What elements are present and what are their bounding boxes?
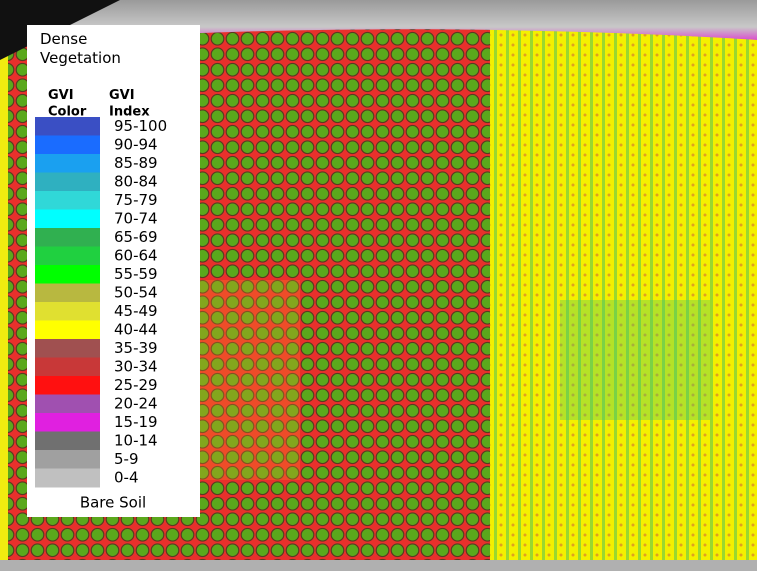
legend-label: 30-34 (114, 357, 158, 375)
legend-label: 55-59 (114, 265, 158, 283)
legend-swatch (35, 469, 100, 488)
legend-label: 5-9 (114, 450, 139, 468)
legend-swatch (35, 376, 100, 395)
legend-label: 95-100 (114, 117, 167, 135)
legend-swatch (35, 358, 100, 377)
legend-label: 25-29 (114, 376, 158, 394)
vegetation-map: DenseVegetation GVIColor GVIIndex Bare S… (0, 0, 757, 571)
legend-label: 20-24 (114, 394, 158, 412)
legend-swatch (35, 450, 100, 469)
legend-swatch (35, 339, 100, 358)
legend-label: 60-64 (114, 246, 158, 264)
legend-label: 45-49 (114, 302, 158, 320)
legend-swatch (35, 191, 100, 210)
legend-swatch (35, 432, 100, 451)
legend-label: 10-14 (114, 431, 158, 449)
legend-label: 40-44 (114, 320, 158, 338)
legend-label: 50-54 (114, 283, 158, 301)
legend-swatch (35, 302, 100, 321)
legend-label: 90-94 (114, 135, 158, 153)
legend-swatch (35, 136, 100, 155)
legend-swatch (35, 413, 100, 432)
legend-swatch (35, 228, 100, 247)
bottom-edge (0, 560, 757, 571)
legend-label: 15-19 (114, 413, 158, 431)
legend-swatch (35, 321, 100, 340)
orchard-patch (200, 280, 300, 480)
legend-swatch (35, 247, 100, 266)
legend-bottom-label: Bare Soil (80, 494, 146, 512)
legend-swatch (35, 395, 100, 414)
legend-swatch (35, 265, 100, 284)
legend-swatch (35, 154, 100, 173)
legend-label: 85-89 (114, 154, 158, 172)
legend-label: 35-39 (114, 339, 158, 357)
legend-label: 80-84 (114, 172, 158, 190)
crop-patch (560, 300, 710, 420)
legend-swatch (35, 173, 100, 192)
legend-label: 70-74 (114, 209, 158, 227)
legend-label: 75-79 (114, 191, 158, 209)
legend-label: 0-4 (114, 468, 139, 486)
legend-swatch (35, 117, 100, 136)
legend-label: 65-69 (114, 228, 158, 246)
legend-swatch (35, 284, 100, 303)
legend-swatch (35, 210, 100, 229)
